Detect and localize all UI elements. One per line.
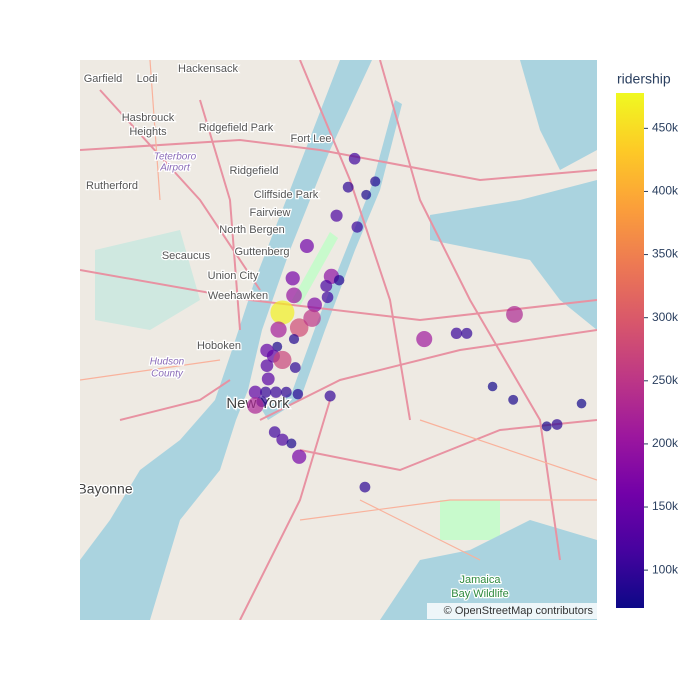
place-label: Ridgefield Park [199,122,274,134]
attribution: © OpenStreetMap contributors [444,605,594,617]
place-label: Rutherford [86,180,138,192]
place-label: Fairview [250,207,291,219]
place-label: Weehawken [208,290,268,302]
station-marker [286,287,302,304]
place-label: Secaucus [162,250,211,262]
place-label: Bayonne [77,481,132,497]
colorbar-tick-label: 450k [652,121,679,135]
station-marker [270,321,287,338]
station-marker [551,419,563,430]
place-label: Union City [208,270,259,282]
station-marker [299,239,314,254]
station-marker [506,305,523,323]
station-marker [247,397,264,414]
station-marker [330,209,343,222]
place-label: Bay Wildlife [451,588,508,600]
map-background: Garfield Lodi Hackensack Hasbrouck Heights Ri… [77,60,597,620]
colorbar-tick-label: 300k [652,310,679,324]
station-marker [280,386,292,398]
station-marker [303,309,321,327]
station-marker [289,318,309,337]
station-marker [508,394,519,405]
station-marker [541,421,552,432]
station-marker [370,176,381,187]
colorbar-tick-label: 250k [652,373,679,387]
colorbar-tick-label: 400k [652,184,679,198]
station-marker [307,297,322,313]
station-marker [348,152,361,165]
station-marker [320,279,333,292]
station-marker [270,300,295,325]
place-label: Ridgefield [230,165,279,177]
place-label: Fort Lee [291,133,332,145]
station-marker [268,426,281,438]
station-marker [292,449,307,464]
station-marker [324,390,336,402]
colorbar-tick-label: 100k [652,562,679,576]
place-label: Heights [129,126,167,138]
station-marker [261,372,275,386]
colorbar-tick-label: 200k [652,436,679,450]
station-marker [286,438,297,449]
station-marker [342,181,354,193]
place-label: Guttenberg [234,246,289,258]
place-label: Airport [159,163,191,174]
station-marker [260,359,274,372]
station-marker [321,291,334,304]
station-marker [416,331,433,348]
station-marker [576,398,587,409]
station-marker [487,381,498,392]
station-marker [260,386,272,398]
colorbar [616,93,644,608]
station-marker [361,189,372,200]
station-marker [270,386,282,398]
place-label: Hasbrouck [122,112,175,124]
station-marker [272,341,283,352]
station-marker [333,274,345,286]
place-label: County [151,369,184,380]
place-label: Hudson [150,357,185,368]
station-marker [359,481,371,493]
station-marker [288,333,300,345]
station-marker [276,433,289,446]
station-marker [289,362,301,373]
colorbar-tick-label: 350k [652,247,679,261]
station-marker [292,388,304,400]
place-label: North Bergen [219,224,284,236]
attribution-box: © OpenStreetMap contributors [427,603,597,619]
station-marker [273,350,292,370]
colorbar-title: ridership [617,71,671,87]
place-label: Garfield [84,73,123,85]
place-label: Lodi [137,73,158,85]
station-marker [285,271,300,286]
place-label: Jamaica [460,574,502,586]
station-marker [351,221,363,233]
place-label: Cliffside Park [254,189,319,201]
place-label: Hoboken [197,340,241,352]
station-marker [461,327,473,339]
place-label: Teterboro [154,152,197,163]
station-marker [248,385,262,399]
colorbar-tick-label: 150k [652,499,679,513]
place-label: Hackensack [178,63,238,75]
station-marker [450,327,463,340]
